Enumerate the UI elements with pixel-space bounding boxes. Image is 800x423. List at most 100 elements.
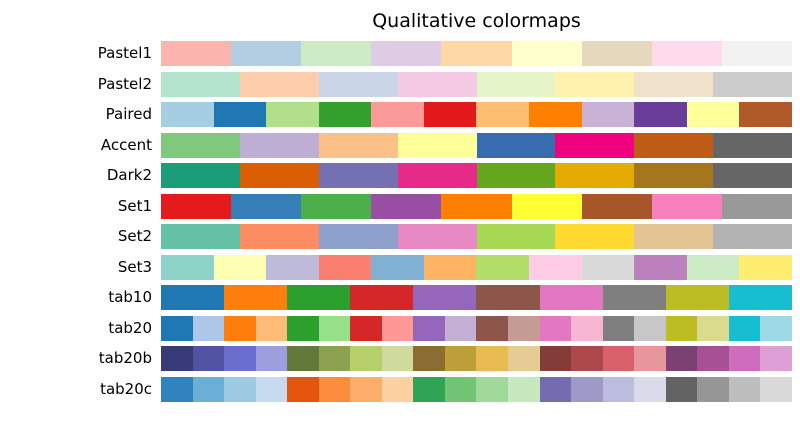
color-swatch (476, 315, 509, 341)
colormap-row: Accent (0, 132, 792, 158)
colormap-strip (161, 163, 792, 188)
colormap-strip (161, 102, 792, 127)
color-swatch (634, 315, 666, 341)
colormap-row: tab10 (0, 285, 792, 310)
color-swatch (697, 346, 729, 371)
colormap-label: Pastel1 (97, 44, 152, 62)
color-swatch (634, 102, 687, 127)
color-swatch (301, 41, 372, 66)
color-swatch (161, 285, 225, 310)
color-swatch (760, 376, 792, 402)
colormap-strip (161, 224, 792, 249)
color-swatch (287, 376, 319, 402)
color-swatch (287, 315, 319, 341)
color-swatch (728, 285, 792, 310)
color-swatch (350, 376, 382, 402)
color-swatch (651, 41, 722, 66)
color-swatch (381, 346, 414, 371)
color-swatch (529, 102, 582, 127)
colormap-row: Set1 (0, 193, 792, 219)
color-swatch (161, 102, 214, 127)
color-swatch (192, 376, 225, 402)
color-swatch (476, 346, 509, 371)
color-swatch (350, 315, 382, 341)
color-swatch (161, 315, 193, 341)
color-swatch (255, 346, 288, 371)
color-swatch (713, 71, 792, 97)
color-swatch (397, 224, 477, 249)
colormap-row: Pastel2 (0, 71, 792, 97)
color-swatch (397, 71, 477, 97)
colormap-label: tab10 (108, 288, 152, 306)
color-swatch (739, 102, 792, 127)
color-swatch (476, 224, 556, 249)
color-swatch (224, 315, 256, 341)
color-swatch (634, 224, 714, 249)
color-swatch (213, 102, 267, 127)
color-swatch (161, 376, 193, 402)
color-swatch (161, 132, 240, 158)
colormap-label: Paired (105, 105, 152, 123)
color-swatch (224, 376, 256, 402)
colormap-label: Set3 (117, 257, 152, 276)
color-swatch (413, 346, 445, 371)
color-swatch (697, 376, 729, 402)
color-swatch (602, 376, 635, 402)
color-swatch (508, 315, 540, 341)
color-swatch (161, 346, 193, 371)
color-swatch (266, 254, 319, 280)
color-swatch (318, 102, 372, 127)
color-swatch (441, 193, 512, 219)
color-swatch (634, 346, 666, 371)
colormap-strip (161, 132, 792, 158)
color-swatch (239, 163, 319, 188)
color-swatch (555, 132, 635, 158)
colormap-row: tab20 (0, 315, 792, 341)
color-swatch (224, 285, 288, 310)
color-swatch (161, 254, 214, 280)
color-swatch (287, 346, 319, 371)
color-swatch (231, 41, 302, 66)
color-swatch (266, 102, 319, 127)
color-swatch (318, 132, 398, 158)
color-swatch (571, 376, 603, 402)
color-swatch (301, 193, 372, 219)
color-swatch (760, 315, 792, 341)
colormap-strip (161, 315, 792, 341)
color-swatch (239, 71, 319, 97)
colormap-label: tab20c (100, 379, 152, 398)
color-swatch (441, 41, 512, 66)
color-swatch (665, 285, 729, 310)
color-swatch (161, 41, 232, 66)
color-swatch (634, 132, 714, 158)
colormap-strip (161, 254, 792, 280)
color-swatch (602, 285, 666, 310)
colormap-row: tab20b (0, 346, 792, 371)
color-swatch (555, 71, 635, 97)
color-swatch (413, 285, 477, 310)
color-swatch (602, 346, 635, 371)
color-swatch (739, 254, 792, 280)
color-swatch (713, 163, 792, 188)
color-swatch (728, 346, 761, 371)
color-swatch (511, 41, 582, 66)
colormap-label: Set2 (117, 227, 152, 245)
color-swatch (651, 193, 722, 219)
color-swatch (728, 315, 761, 341)
color-swatch (721, 41, 792, 66)
color-swatch (213, 254, 267, 280)
color-swatch (239, 132, 319, 158)
color-swatch (539, 285, 603, 310)
color-swatch (476, 71, 556, 97)
color-swatch (318, 254, 372, 280)
color-swatch (721, 193, 792, 219)
color-swatch (318, 346, 351, 371)
color-swatch (192, 346, 225, 371)
color-swatch (539, 376, 572, 402)
color-swatch (161, 224, 240, 249)
color-swatch (318, 163, 398, 188)
color-swatch (634, 71, 714, 97)
color-swatch (508, 376, 540, 402)
color-swatch (555, 163, 635, 188)
color-swatch (350, 346, 382, 371)
